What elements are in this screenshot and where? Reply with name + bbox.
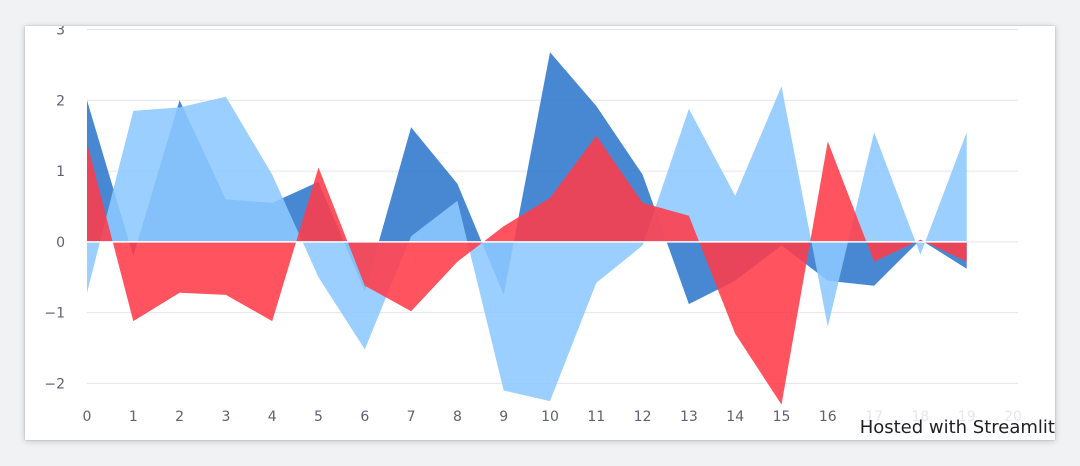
x-tick-label: 10 [541, 409, 559, 425]
y-tick-label: 0 [56, 235, 65, 251]
series-area-2 [87, 86, 967, 402]
x-tick-label: 8 [453, 409, 462, 425]
x-tick-label: 18 [911, 409, 929, 425]
y-tick-label: −2 [44, 376, 65, 392]
x-tick-label: 2 [175, 409, 184, 425]
y-tick-label: 2 [56, 93, 65, 109]
x-tick-label: 1 [129, 409, 138, 425]
x-tick-label: 4 [268, 409, 277, 425]
series-areas [87, 52, 967, 405]
y-tick-label: 3 [56, 26, 65, 39]
y-tick-label: 1 [56, 164, 65, 180]
x-tick-label: 3 [221, 409, 230, 425]
x-tick-label: 7 [407, 409, 416, 425]
x-tick-label: 9 [499, 409, 508, 425]
x-tick-label: 14 [726, 409, 744, 425]
x-tick-label: 6 [360, 409, 369, 425]
x-tick-label: 5 [314, 409, 323, 425]
x-tick-label: 11 [587, 409, 605, 425]
x-tick-label: 15 [773, 409, 791, 425]
x-tick-label: 19 [958, 409, 976, 425]
series-area-3 [87, 135, 967, 405]
x-tick-label: 0 [83, 409, 92, 425]
streamlit-watermark[interactable]: Hosted with Streamlit [859, 417, 1055, 438]
x-tick-label: 17 [865, 409, 883, 425]
x-tick-label: 20 [1004, 409, 1022, 425]
x-tick-label: 12 [634, 409, 652, 425]
x-tick-label: 16 [819, 409, 837, 425]
y-tick-label: −1 [44, 306, 65, 322]
x-tick-label: 13 [680, 409, 698, 425]
chart-card: 3 2 1 0 −1 −2 0 1 2 3 4 5 6 7 8 9 10 11 12 13 14 15 16 17 18 19 20… [25, 26, 1055, 440]
